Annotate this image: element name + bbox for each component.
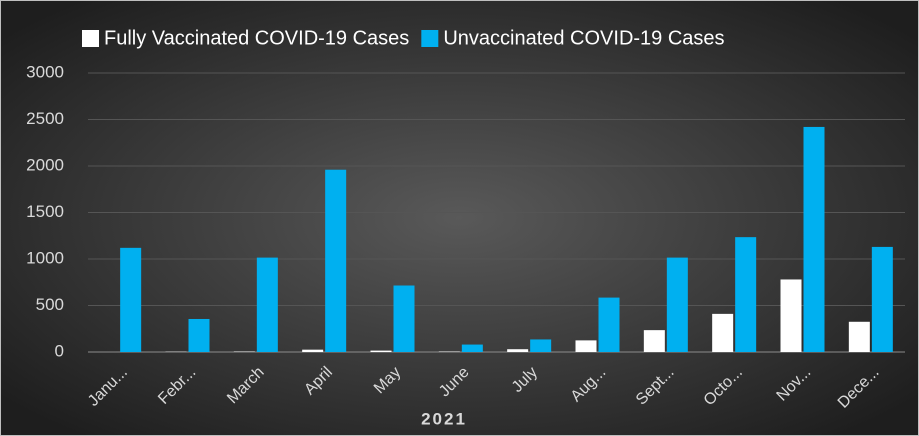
y-tick-label: 1500 [26, 202, 64, 221]
y-tick-label: 3000 [26, 62, 64, 81]
bar [643, 330, 665, 352]
x-axis-title: 2021 [421, 409, 467, 428]
bar [598, 297, 620, 352]
bar [780, 279, 802, 352]
bar [803, 126, 825, 352]
y-tick-label: 1000 [26, 248, 64, 267]
legend-swatch [82, 30, 99, 47]
bar [302, 349, 324, 352]
y-tick-label: 2500 [26, 109, 64, 128]
bar [370, 350, 392, 352]
y-tick-label: 0 [55, 341, 64, 360]
bar [461, 344, 483, 352]
y-tick-label: 500 [36, 295, 64, 314]
bar [666, 257, 688, 352]
bar [575, 340, 597, 352]
legend-swatch [421, 30, 439, 47]
bar [530, 339, 552, 352]
bar [871, 246, 893, 352]
bar [325, 169, 347, 352]
bar [120, 247, 142, 352]
bar [393, 285, 415, 352]
bar [188, 318, 210, 352]
y-tick-label: 2000 [26, 155, 64, 174]
bar [735, 237, 757, 352]
bar [256, 257, 278, 352]
legend-label: Unvaccinated COVID-19 Cases [443, 27, 724, 49]
bar [712, 313, 734, 352]
legend-label: Fully Vaccinated COVID-19 Cases [104, 27, 409, 49]
bar [507, 349, 529, 352]
bar [848, 321, 870, 352]
